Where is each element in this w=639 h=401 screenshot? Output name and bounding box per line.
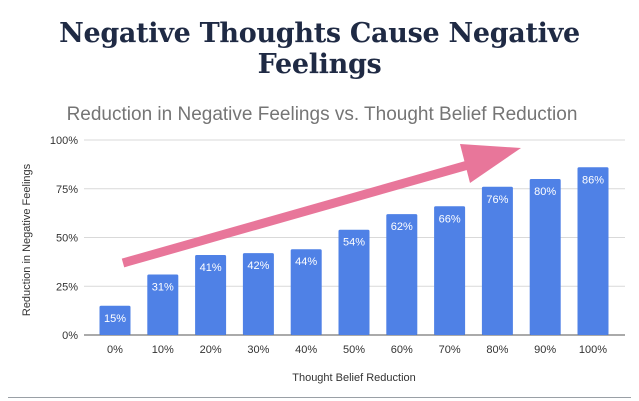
data-label: 41% bbox=[200, 262, 222, 274]
bar bbox=[386, 214, 418, 335]
x-tick-label: 60% bbox=[391, 344, 413, 356]
x-tick-label: 20% bbox=[200, 344, 222, 356]
x-tick-label: 70% bbox=[439, 344, 461, 356]
y-tick-label: 0% bbox=[62, 330, 78, 342]
bar bbox=[242, 253, 274, 335]
data-label: 54% bbox=[343, 237, 365, 249]
data-label: 15% bbox=[104, 313, 126, 325]
x-tick-label: 10% bbox=[152, 344, 174, 356]
x-tick-label: 30% bbox=[247, 344, 269, 356]
bar bbox=[99, 305, 131, 335]
bar bbox=[577, 167, 609, 335]
data-label: 31% bbox=[152, 282, 174, 294]
data-label: 42% bbox=[247, 260, 269, 272]
y-axis-label: Reduction in Negative Feelings bbox=[21, 163, 33, 316]
data-label: 76% bbox=[486, 194, 508, 206]
bar bbox=[434, 206, 466, 335]
x-axis-label: Thought Belief Reduction bbox=[292, 372, 416, 384]
trend-arrow-head bbox=[460, 144, 521, 183]
bar bbox=[195, 255, 227, 335]
bar bbox=[338, 229, 370, 335]
data-label: 44% bbox=[295, 256, 317, 268]
y-tick-label: 50% bbox=[56, 233, 78, 245]
divider bbox=[8, 397, 631, 398]
bar bbox=[147, 274, 179, 335]
x-tick-label: 90% bbox=[534, 344, 556, 356]
chart-title: Reduction in Negative Feelings vs. Thoug… bbox=[67, 104, 578, 125]
y-tick-label: 25% bbox=[56, 281, 78, 293]
data-label: 62% bbox=[391, 221, 413, 233]
data-label: 86% bbox=[582, 174, 604, 186]
x-tick-label: 80% bbox=[486, 344, 508, 356]
y-tick-label: 100% bbox=[50, 135, 78, 147]
x-tick-label: 0% bbox=[107, 344, 123, 356]
x-tick-label: 50% bbox=[343, 344, 365, 356]
bar bbox=[529, 179, 561, 335]
bar bbox=[481, 186, 513, 335]
x-tick-label: 40% bbox=[295, 344, 317, 356]
data-label: 80% bbox=[534, 186, 556, 198]
data-label: 66% bbox=[439, 213, 461, 225]
y-tick-label: 75% bbox=[56, 184, 78, 196]
bar bbox=[290, 249, 322, 335]
page-title: Negative Thoughts Cause Negative Feeling… bbox=[59, 18, 580, 80]
x-tick-label: 100% bbox=[579, 344, 607, 356]
trend-arrow-shaft bbox=[121, 156, 484, 268]
